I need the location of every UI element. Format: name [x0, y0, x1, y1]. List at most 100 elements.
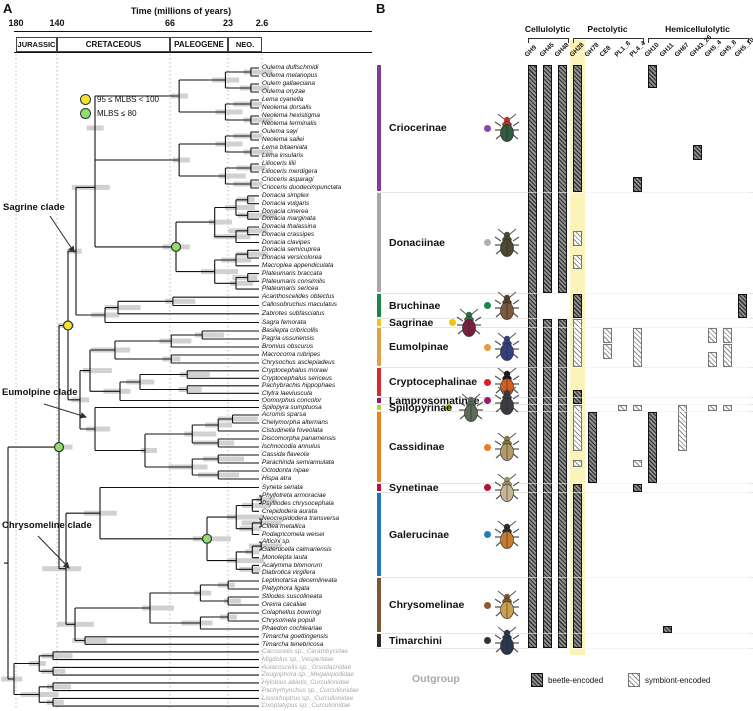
- subfamily-dot-icon: [484, 637, 491, 644]
- confidence-interval-bar: [239, 526, 261, 532]
- species-label: Parachirida semiannulata: [262, 459, 335, 466]
- subfamily-strip: [377, 319, 381, 326]
- green-node-icon: [80, 107, 91, 119]
- species-label: Aulacoscelis sp._Orsodacnidae: [262, 663, 352, 671]
- confidence-interval-bar: [172, 157, 190, 163]
- confidence-interval-bar: [233, 133, 263, 139]
- subfamily-strip: [377, 405, 381, 410]
- confidence-interval-bar: [223, 598, 241, 604]
- matrix-cell-beetle-encoded: [573, 293, 582, 318]
- confidence-interval-bar: [71, 184, 110, 190]
- species-label: Phyllotreta armoraciae: [262, 492, 326, 499]
- tick-140: 140: [49, 18, 65, 28]
- matrix-cell-symbiont-encoded: [618, 404, 627, 411]
- enzyme-group-title: Pectolytic: [587, 24, 628, 34]
- panel-a-label: A: [3, 1, 13, 16]
- species-label: Donacia vulgaris: [262, 199, 310, 207]
- matrix-cell-symbiont-encoded: [633, 459, 642, 467]
- matrix-cell-beetle-encoded: [693, 144, 702, 160]
- species-label: Phaedon cochleariae: [262, 625, 323, 632]
- subfamily-strip: [377, 294, 381, 317]
- beetle-encoded-label: beetle-encoded: [548, 675, 604, 685]
- support-legend: 95 ≤ MLBS < 100 MLBS ≤ 80: [80, 92, 159, 120]
- support-legend-item-1: 95 ≤ MLBS < 100: [80, 92, 159, 106]
- subfamily-label: Chrysomelinae: [389, 577, 464, 633]
- confidence-interval-bar: [179, 372, 210, 377]
- species-label: Lilioceris lilii: [262, 160, 296, 167]
- enzyme-group-bracket: [648, 38, 749, 43]
- confidence-interval-bar: [205, 422, 232, 428]
- tick-66: 66: [164, 18, 176, 28]
- species-label: Clytra laeviuscula: [262, 389, 313, 397]
- subfamily-strip: [377, 412, 381, 482]
- species-label: Platyphora ligata: [262, 585, 310, 592]
- subfamily-separator-overlay: [528, 397, 750, 398]
- era-neogene: NEO.: [228, 37, 262, 52]
- species-label: Cryptocephalus sericeus: [262, 374, 332, 382]
- confidence-interval-bar: [198, 472, 240, 478]
- subfamily-dot-icon: [449, 319, 456, 326]
- species-label: Donacia simplex: [262, 192, 309, 199]
- node-support-circle: [53, 442, 65, 453]
- subfamily-label: Synetinae: [389, 482, 439, 494]
- matrix-cell-symbiont-encoded: [573, 404, 582, 451]
- species-label: Donacia semicuprea: [262, 246, 321, 254]
- species-label: Timarcha tenebricosa: [262, 640, 324, 648]
- confidence-interval-bar: [91, 312, 120, 318]
- species-label: Psylliodes chrysocephala: [262, 499, 334, 507]
- species-label: Plateumaris braccata: [262, 269, 323, 277]
- species-label: Stilodes suscolineata: [262, 593, 323, 600]
- confidence-interval-bar: [66, 248, 82, 254]
- matrix-cell-symbiont-encoded: [603, 343, 612, 359]
- matrix-cell-beetle-encoded: [648, 411, 657, 483]
- confidence-interval-bar: [28, 661, 46, 666]
- subfamily-separator-overlay: [528, 492, 750, 493]
- confidence-interval-bar: [181, 620, 213, 626]
- species-label: Donacia crassipes: [262, 230, 315, 238]
- confidence-interval-bar: [232, 275, 258, 280]
- tick-23: 23: [222, 18, 234, 28]
- species-label: Chelymorpha alternans: [262, 419, 329, 426]
- species-label: Oomorphus concolor: [262, 397, 322, 404]
- subfamily-label: Sagrinae: [389, 317, 433, 329]
- confidence-interval-bar: [1, 676, 23, 682]
- subfamily-dot-icon: [484, 302, 491, 309]
- confidence-interval-bar: [212, 77, 240, 83]
- species-label: Donacia clavipes: [262, 238, 311, 246]
- support-legend-item-2: MLBS ≤ 80: [80, 106, 159, 120]
- matrix-cell-symbiont-encoded: [573, 318, 582, 367]
- enzyme-group-bracket: [573, 38, 644, 43]
- subfamily-strip: [377, 398, 381, 403]
- species-label: Lema cyanella: [262, 96, 304, 103]
- species-label: Zeugophora sp._Megalopodidae: [262, 671, 355, 679]
- species-label: Hispa atra: [262, 475, 292, 482]
- matrix-cell-beetle-encoded: [543, 64, 552, 293]
- matrix-cell-symbiont-encoded: [633, 404, 642, 411]
- subfamily-dot-icon: [484, 601, 491, 609]
- matrix-cell-beetle-encoded: [588, 411, 597, 483]
- confidence-interval-bar: [104, 305, 141, 311]
- species-label: Oulema duftschmidi: [262, 64, 319, 71]
- species-label: Cryptocephalus moraei: [262, 367, 328, 374]
- subfamily-label: Criocerinae: [389, 64, 447, 192]
- confidence-interval-bar: [42, 566, 82, 572]
- subfamily-strip: [377, 368, 381, 396]
- subfamily-dot-icon: [484, 484, 491, 491]
- subfamily-strip: [377, 65, 381, 191]
- species-label: Donacia marginata: [262, 215, 316, 223]
- subfamily-dot-icon: [484, 239, 491, 246]
- species-label: Acanthoscelides obtectus: [262, 293, 335, 300]
- subfamily-separator-overlay: [528, 327, 750, 328]
- matrix-cell-symbiont-encoded: [708, 404, 717, 411]
- axis-line: [14, 31, 372, 32]
- support-legend-label-1: 95 ≤ MLBS < 100: [97, 94, 159, 104]
- species-label: Pachybrachis hippophaes: [262, 382, 336, 389]
- confidence-interval-bar: [224, 205, 255, 210]
- subfamily-separator-overlay: [528, 483, 750, 484]
- species-label: Neolema terminalis: [262, 120, 317, 127]
- confidence-interval-bar: [83, 510, 117, 516]
- subfamily-name: Timarchini: [389, 634, 442, 647]
- subfamily-name: Donaciinae: [389, 236, 446, 249]
- subfamily-strip: [377, 493, 381, 576]
